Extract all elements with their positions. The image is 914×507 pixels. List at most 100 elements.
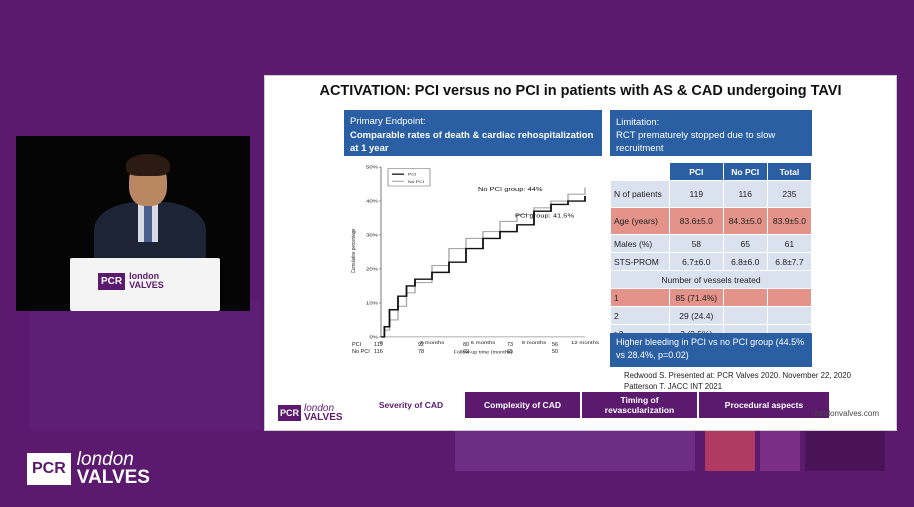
y-tick-label: 40%: [366, 199, 378, 204]
table-cell: 119: [670, 181, 723, 207]
limitation-label: Limitation:: [616, 117, 660, 128]
legend-label-pci: PCI: [408, 172, 416, 176]
decorative-block: [705, 431, 755, 471]
bleeding-box: Higher bleeding in PCI vs no PCI group (…: [610, 333, 812, 367]
decorative-blocks: [455, 431, 885, 471]
logo-valves: VALVES: [304, 412, 343, 423]
presenter-hair: [126, 154, 170, 176]
table-cell: [723, 307, 767, 324]
presentation-slide: ACTIVATION: PCI versus no PCI in patient…: [264, 75, 897, 431]
brand-logo-text: london VALVES: [76, 449, 150, 488]
reference-1: Redwood S. Presented at: PCR Valves 2020…: [624, 371, 851, 380]
risk-row: PCI 119 92 80 73 56: [352, 342, 612, 349]
y-axis-label: Cumulative percentage: [351, 228, 358, 273]
risk-cell: 73: [507, 342, 514, 348]
primary-endpoint-label: Primary Endpoint:: [350, 116, 426, 127]
pcr-logo: PCR: [27, 453, 71, 485]
podium-logo-text: london VALVES: [129, 272, 164, 290]
table-cell: N of patients: [611, 181, 669, 207]
risk-cell: 50: [552, 349, 559, 355]
table-row: 2 29 (24.4): [611, 307, 811, 324]
podium-logo: PCR london VALVES: [98, 272, 164, 290]
primary-endpoint-box: Primary Endpoint: Comparable rates of de…: [344, 110, 602, 156]
website-url: londonvalves.com: [814, 409, 879, 418]
background-decoration: [30, 300, 260, 430]
x-tick-label: 12 months: [571, 341, 599, 346]
risk-cell: 56: [552, 342, 559, 348]
table-cell: 235: [767, 181, 811, 207]
logo-valves: VALVES: [76, 467, 150, 488]
table-cell: Age (years): [611, 208, 669, 234]
tab-procedural-aspects[interactable]: Procedural aspects: [699, 392, 829, 418]
table-cell: 6.8±6.0: [723, 253, 767, 270]
limitation-box: Limitation: RCT prematurely stopped due …: [610, 110, 812, 156]
risk-row-label: PCI: [352, 342, 362, 348]
table-cell: STS-PROM: [611, 253, 669, 270]
risk-table: PCI 119 92 80 73 56 No PCI 116 78 69 65 50: [352, 342, 612, 362]
logo-london: london: [76, 449, 134, 470]
x-tick-label: 6 months: [471, 341, 496, 346]
tab-severity-of-cad[interactable]: Severity of CAD: [359, 392, 463, 418]
risk-cell: 65: [507, 349, 514, 355]
annotation-no-pci: No PCI group: 44%: [478, 186, 543, 192]
tab-complexity-of-cad[interactable]: Complexity of CAD: [465, 392, 580, 418]
table-header-blank: [611, 163, 669, 180]
table-cell: 58: [670, 235, 723, 252]
logo-valves: VALVES: [129, 280, 164, 290]
risk-cell: 116: [374, 349, 383, 355]
x-tick-label: 9 months: [522, 341, 547, 346]
table-row: STS-PROM 6.7±6.0 6.8±6.0 6.8±7.7: [611, 253, 811, 270]
slide-logo: PCR london VALVES: [278, 404, 343, 423]
table-header-no-pci: No PCI: [723, 163, 767, 180]
table-row: Age (years) 83.6±5.0 84.3±5.0 83.9±5.0: [611, 208, 811, 234]
references: Redwood S. Presented at: PCR Valves 2020…: [624, 370, 851, 392]
table-cell: 61: [767, 235, 811, 252]
topic-tabs: Severity of CAD Complexity of CAD Timing…: [359, 392, 831, 418]
podium: PCR london VALVES: [70, 258, 220, 311]
slide-title: ACTIVATION: PCI versus no PCI in patient…: [319, 83, 842, 99]
table-cell: 65: [723, 235, 767, 252]
legend-label-no-pci: No PCI: [408, 179, 424, 183]
reference-2: Patterson T. JACC INT 2021: [624, 382, 723, 391]
risk-cell: 92: [418, 342, 425, 348]
table-cell: Males (%): [611, 235, 669, 252]
y-tick-label: 50%: [366, 165, 378, 170]
table-cell: 2: [611, 307, 669, 324]
table-cell: [767, 289, 811, 306]
table-cell: 85 (71.4%): [670, 289, 723, 306]
table-cell: 116: [723, 181, 767, 207]
kaplan-meier-chart: Cumulative percentage 0%10%20%30%40%50% …: [351, 165, 600, 355]
x-axis-label: Follow-up time (months): [454, 350, 513, 355]
table-cell: 83.9±5.0: [767, 208, 811, 234]
table-row: Number of vessels treated: [611, 271, 811, 288]
y-tick-label: 10%: [366, 301, 378, 306]
table-cell: 29 (24.4): [670, 307, 723, 324]
limitation-text: RCT prematurely stopped due to slow recr…: [616, 130, 776, 154]
table-header-pci: PCI: [670, 163, 723, 180]
risk-row: No PCI 116 78 69 65 50: [352, 349, 612, 356]
x-tick-label: 0: [379, 341, 382, 346]
decorative-block: [760, 431, 800, 471]
y-tick-label: 20%: [366, 267, 378, 272]
tab-timing-of-revascularization[interactable]: Timing of revascularization: [582, 392, 697, 418]
pcr-logo: PCR: [278, 405, 302, 421]
presenter-tie: [144, 206, 152, 242]
series-line-pci: [381, 195, 586, 338]
table-cell: 83.6±5.0: [670, 208, 723, 234]
x-tick-label: 3 months: [420, 341, 445, 346]
decorative-block: [455, 431, 695, 471]
table-cell: [767, 307, 811, 324]
decorative-block: [805, 431, 885, 471]
london-valves-logo: PCR london VALVES: [27, 449, 150, 488]
table-cell: 6.7±6.0: [670, 253, 723, 270]
table-cell: 1: [611, 289, 669, 306]
risk-row-label: No PCI: [352, 349, 370, 355]
table-cell: 6.8±7.7: [767, 253, 811, 270]
risk-cell: 119: [374, 342, 383, 348]
baseline-table: PCI No PCI Total N of patients 119 116 2…: [610, 162, 812, 343]
risk-cell: 80: [463, 342, 470, 348]
series-line-no-pci: [381, 187, 586, 338]
table-cell: [723, 289, 767, 306]
y-tick-label: 0%: [369, 335, 378, 340]
y-tick-label: 30%: [366, 233, 378, 238]
